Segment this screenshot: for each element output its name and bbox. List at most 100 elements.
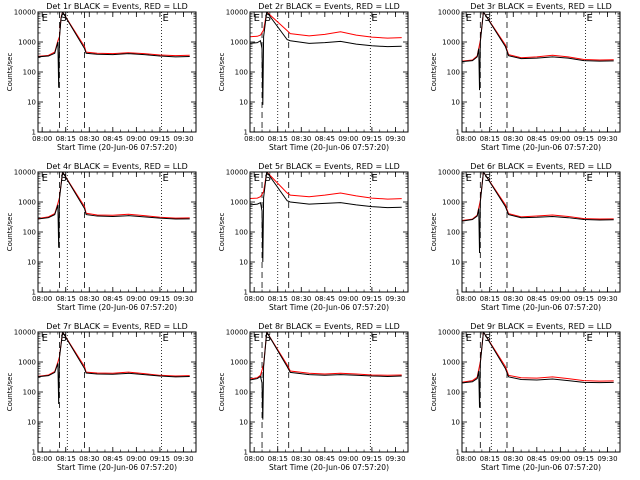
- plot-area: [462, 12, 614, 132]
- x-tick-label: 09:15: [150, 295, 170, 303]
- y-axis-label: Counts/sec: [430, 53, 438, 92]
- marker-label-e: E: [466, 13, 472, 24]
- axes-frame: [249, 331, 409, 453]
- y-tick-label: 1000: [18, 359, 36, 367]
- x-tick-label: 08:45: [103, 295, 123, 303]
- x-tick-label: 08:15: [480, 455, 500, 463]
- x-tick-label: 09:15: [362, 455, 382, 463]
- panel-title: Det 3r BLACK = Events, RED = LLD: [470, 2, 612, 11]
- x-tick-label: 09:00: [126, 295, 146, 303]
- panel-title: Det 9r BLACK = Events, RED = LLD: [470, 322, 612, 331]
- panel-title: Det 4r BLACK = Events, RED = LLD: [46, 162, 188, 171]
- y-tick-label: 1: [32, 289, 36, 297]
- y-axis-label: Counts/sec: [218, 213, 226, 252]
- x-tick-label: 09:15: [574, 295, 594, 303]
- marker-label-e: E: [162, 333, 168, 344]
- x-axis-label: Start Time (20-Jun-06 07:57:20): [57, 143, 177, 152]
- x-tick-label: 08:30: [291, 455, 311, 463]
- y-tick-label: 10000: [438, 329, 460, 337]
- y-tick-label: 1000: [230, 199, 248, 207]
- series-events-line: [38, 332, 190, 404]
- x-tick-label: 09:30: [173, 455, 193, 463]
- panel-title: Det 6r BLACK = Events, RED = LLD: [470, 162, 612, 171]
- marker-label-s: S: [265, 333, 271, 344]
- x-tick-label: 08:00: [32, 135, 52, 143]
- y-tick-label: 100: [23, 69, 36, 77]
- x-tick-label: 09:00: [338, 135, 358, 143]
- y-tick-label: 1000: [442, 359, 460, 367]
- panel-title: Det 5r BLACK = Events, RED = LLD: [258, 162, 400, 171]
- y-tick-label: 1: [32, 129, 36, 137]
- panel-6: Det 6r BLACK = Events, RED = LLD E S E 1 10 10…: [430, 162, 621, 312]
- marker-label-e: E: [42, 13, 48, 24]
- marker-label-s: S: [265, 173, 271, 184]
- plot-area: [250, 332, 402, 452]
- y-tick-label: 100: [235, 69, 248, 77]
- y-tick-label: 10000: [14, 9, 36, 17]
- x-tick-label: 08:00: [32, 295, 52, 303]
- y-tick-label: 10: [27, 99, 36, 107]
- y-tick-label: 100: [447, 229, 460, 237]
- series-events-line: [250, 172, 402, 263]
- axes-frame: [249, 11, 409, 133]
- x-tick-label: 09:30: [597, 135, 617, 143]
- x-tick-label: 08:30: [79, 135, 99, 143]
- x-axis-label: Start Time (20-Jun-06 07:57:20): [269, 143, 389, 152]
- marker-label-e: E: [466, 333, 472, 344]
- x-axis-label: Start Time (20-Jun-06 07:57:20): [481, 303, 601, 312]
- marker-label-e: E: [254, 333, 260, 344]
- x-axis-label: Start Time (20-Jun-06 07:57:20): [57, 303, 177, 312]
- marker-label-e: E: [254, 173, 260, 184]
- y-axis-label: Counts/sec: [218, 373, 226, 412]
- y-tick-label: 10000: [226, 329, 248, 337]
- x-tick-label: 09:00: [338, 455, 358, 463]
- y-axis-label: Counts/sec: [6, 373, 14, 412]
- x-tick-label: 09:30: [173, 295, 193, 303]
- y-tick-label: 10: [239, 259, 248, 267]
- marker-label-s: S: [484, 13, 490, 24]
- plot-area: [38, 172, 190, 292]
- x-tick-label: 08:45: [527, 135, 547, 143]
- x-tick-label: 08:30: [79, 295, 99, 303]
- x-tick-label: 09:30: [173, 135, 193, 143]
- y-tick-label: 1000: [230, 39, 248, 47]
- x-tick-label: 08:45: [103, 455, 123, 463]
- marker-label-e: E: [371, 173, 377, 184]
- x-tick-label: 08:30: [291, 135, 311, 143]
- y-tick-label: 1: [456, 289, 460, 297]
- x-tick-label: 09:30: [597, 455, 617, 463]
- series-events-line: [462, 12, 614, 91]
- marker-label-e: E: [586, 173, 592, 184]
- series-lld-line: [250, 172, 402, 200]
- x-tick-label: 09:30: [597, 295, 617, 303]
- x-tick-label: 08:00: [244, 295, 264, 303]
- axes-frame: [37, 331, 197, 453]
- marker-label-e: E: [162, 13, 168, 24]
- x-tick-label: 09:00: [550, 135, 570, 143]
- plot-area: [38, 332, 190, 452]
- marker-label-e: E: [371, 13, 377, 24]
- axes-frame: [37, 11, 197, 133]
- x-tick-label: 09:00: [550, 455, 570, 463]
- x-tick-label: 08:30: [79, 455, 99, 463]
- x-tick-label: 08:00: [244, 135, 264, 143]
- y-tick-label: 10: [27, 419, 36, 427]
- series-events-line: [38, 12, 190, 88]
- x-tick-label: 08:15: [56, 455, 76, 463]
- axes-frame: [461, 171, 621, 293]
- series-lld-line: [250, 12, 402, 39]
- x-tick-label: 08:00: [456, 295, 476, 303]
- marker-label-e: E: [466, 173, 472, 184]
- y-tick-label: 100: [23, 389, 36, 397]
- marker-label-e: E: [371, 333, 377, 344]
- x-axis-label: Start Time (20-Jun-06 07:57:20): [269, 303, 389, 312]
- y-tick-label: 10000: [438, 9, 460, 17]
- panel-7: Det 7r BLACK = Events, RED = LLD E S E 1 10 10…: [6, 322, 197, 472]
- series-events-line: [462, 172, 614, 253]
- x-axis-label: Start Time (20-Jun-06 07:57:20): [481, 143, 601, 152]
- y-tick-label: 1: [244, 449, 248, 457]
- x-tick-label: 09:15: [362, 135, 382, 143]
